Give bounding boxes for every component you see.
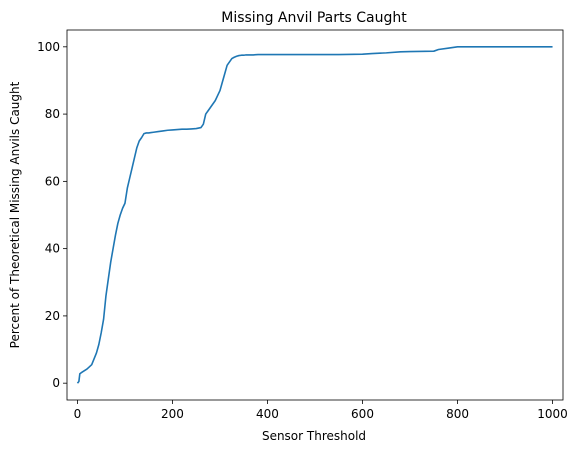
x-tick-label: 800 bbox=[446, 407, 469, 421]
x-tick-label: 600 bbox=[351, 407, 374, 421]
x-tick-label: 1000 bbox=[537, 407, 568, 421]
y-tick-label: 60 bbox=[45, 174, 60, 188]
plot-frame bbox=[66, 29, 564, 401]
y-tick-label: 100 bbox=[37, 40, 60, 54]
y-axis-label: Percent of Theoretical Missing Anvils Ca… bbox=[8, 81, 22, 348]
x-axis: 0 200 400 600 800 1000 bbox=[74, 400, 568, 421]
x-tick-label: 0 bbox=[74, 407, 82, 421]
y-axis: 0 20 40 60 80 100 bbox=[37, 40, 67, 390]
x-tick-label: 200 bbox=[161, 407, 184, 421]
x-axis-label: Sensor Threshold bbox=[262, 429, 366, 443]
series-line-0 bbox=[76, 46, 553, 384]
y-tick-label: 20 bbox=[45, 309, 60, 323]
y-tick-label: 0 bbox=[52, 376, 60, 390]
y-tick-label: 40 bbox=[45, 242, 60, 256]
plot-area bbox=[76, 46, 553, 384]
x-tick-label: 400 bbox=[256, 407, 279, 421]
chart-title: Missing Anvil Parts Caught bbox=[221, 10, 407, 26]
y-tick-label: 80 bbox=[45, 107, 60, 121]
